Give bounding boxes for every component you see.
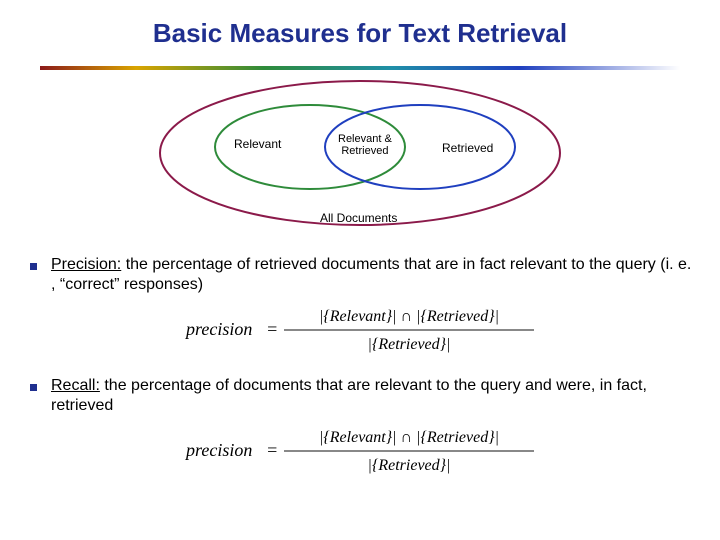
venn-diagram: Relevant Relevant &Retrieved Retrieved A… xyxy=(0,75,720,245)
svg-text:|{Relevant}| ∩ |{Retrieved}|: |{Relevant}| ∩ |{Retrieved}| xyxy=(319,429,499,446)
bullet-recall: Recall: the percentage of documents that… xyxy=(30,376,700,416)
svg-text:|{Retrieved}|: |{Retrieved}| xyxy=(368,457,451,474)
label-middle: Relevant &Retrieved xyxy=(338,133,392,157)
label-relevant: Relevant xyxy=(234,137,281,151)
bullet-precision: Precision: the percentage of retrieved d… xyxy=(30,255,700,295)
svg-text:=: = xyxy=(266,319,278,339)
bullet-list: Precision: the percentage of retrieved d… xyxy=(30,255,700,295)
bullet-text: Precision: the percentage of retrieved d… xyxy=(51,255,700,295)
svg-text:|{Retrieved}|: |{Retrieved}| xyxy=(368,336,451,353)
precision-formula: precision = |{Relevant}| ∩ |{Retrieved}| |{… xyxy=(0,303,720,362)
label-all-docs: All Documents xyxy=(320,211,397,225)
title-underline xyxy=(40,57,680,75)
svg-text:=: = xyxy=(266,440,278,460)
bullet-marker xyxy=(30,384,37,391)
recall-formula: precision = |{Relevant}| ∩ |{Retrieved}| |{… xyxy=(0,424,720,483)
svg-text:precision: precision xyxy=(184,319,252,339)
svg-text:|{Relevant}| ∩ |{Retrieved}|: |{Relevant}| ∩ |{Retrieved}| xyxy=(319,308,499,325)
svg-text:precision: precision xyxy=(184,440,252,460)
slide-title: Basic Measures for Text Retrieval xyxy=(0,0,720,57)
bullet-text: Recall: the percentage of documents that… xyxy=(51,376,700,416)
label-retrieved: Retrieved xyxy=(442,141,493,155)
bullet-marker xyxy=(30,263,37,270)
bullet-list-2: Recall: the percentage of documents that… xyxy=(30,376,700,416)
